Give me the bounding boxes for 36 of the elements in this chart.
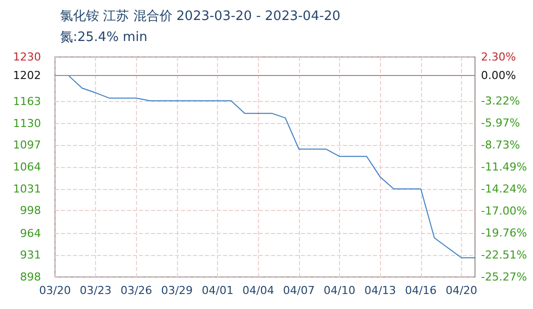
y2-tick-label: 0.00%	[481, 68, 516, 82]
y-tick-label: 1230	[13, 50, 41, 64]
y-tick-label: 1064	[13, 160, 41, 174]
y2-tick-label: -22.51%	[481, 248, 527, 262]
y2-tick-label: -25.27%	[481, 270, 527, 284]
y2-tick-label: -17.00%	[481, 204, 527, 218]
x-tick-label: 04/07	[283, 284, 315, 297]
x-tick-label: 04/10	[324, 284, 356, 297]
y-tick-label: 1202	[13, 69, 41, 82]
y-tick-label: 1130	[13, 116, 41, 130]
x-tick-label: 04/01	[202, 284, 234, 297]
y-tick-label: 898	[20, 270, 41, 284]
y-tick-label: 964	[20, 226, 41, 240]
y-tick-label: 998	[20, 204, 41, 218]
chart-subtitle: 氮:25.4% min	[60, 30, 148, 45]
chart-title: 氯化铵 江苏 混合价 2023-03-20 - 2023-04-20	[60, 9, 340, 24]
y-tick-label: 931	[20, 248, 41, 262]
y2-tick-label: -19.76%	[481, 226, 527, 240]
y-tick-label: 1163	[13, 94, 41, 108]
y-tick-label: 1097	[13, 138, 41, 152]
line-series	[54, 75, 476, 258]
x-tick-label: 04/04	[242, 284, 274, 297]
y2-tick-label: -14.24%	[481, 182, 527, 196]
y2-tick-label: -11.49%	[481, 160, 527, 174]
y-tick-label: 1031	[13, 182, 41, 196]
x-tick-label: 04/16	[404, 284, 437, 297]
x-tick-label: 03/29	[161, 284, 193, 297]
y2-tick-label: 2.30%	[481, 50, 516, 64]
x-tick-label: 04/13	[364, 284, 396, 297]
x-tick-label: 03/26	[120, 284, 152, 297]
y2-tick-label: -3.22%	[481, 94, 520, 108]
y2-tick-label: -8.73%	[481, 138, 520, 152]
x-tick-label: 03/20	[39, 284, 71, 297]
x-tick-label: 03/23	[80, 284, 112, 297]
y2-tick-label: -5.97%	[481, 116, 520, 130]
x-tick-label: 04/20	[446, 284, 478, 297]
